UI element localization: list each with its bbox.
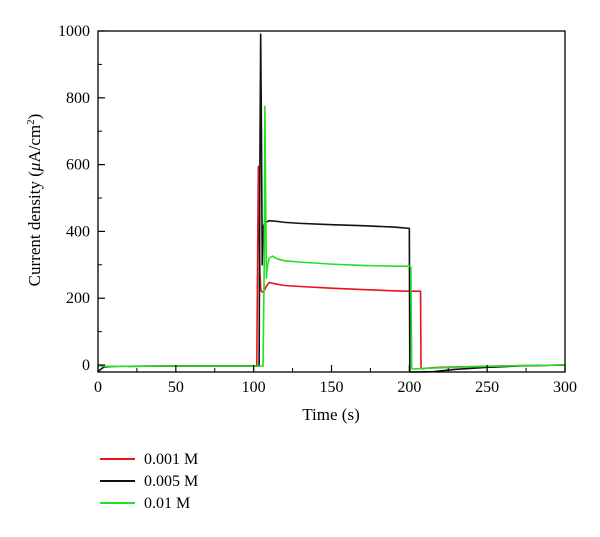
y-tick-label: 1000 — [58, 23, 90, 40]
y-tick-label: 400 — [66, 223, 90, 240]
legend-item-001m: 0.01 M — [100, 495, 190, 512]
series-line-0 — [97, 165, 566, 370]
x-axis-title: Time (s) — [302, 405, 359, 424]
y-axis-ticks: 0 200 400 600 800 1000 — [58, 23, 105, 374]
plot-lines — [97, 33, 566, 373]
legend-label-0001m: 0.001 M — [144, 451, 198, 468]
y-axis-title: Current density (μA/cm2) — [25, 114, 44, 287]
x-tick-label: 200 — [397, 379, 421, 396]
legend-item-0005m: 0.005 M — [100, 473, 198, 490]
legend-item-0001m: 0.001 M — [100, 451, 198, 468]
series-line-2 — [97, 105, 566, 370]
legend: 0.001 M 0.005 M 0.01 M — [100, 451, 198, 512]
legend-label-001m: 0.01 M — [144, 495, 190, 512]
series-line-1 — [97, 33, 566, 373]
x-tick-label: 250 — [475, 379, 499, 396]
legend-label-0005m: 0.005 M — [144, 473, 198, 490]
x-tick-label: 0 — [94, 379, 102, 396]
y-tick-label: 0 — [82, 357, 90, 374]
x-tick-label: 300 — [553, 379, 577, 396]
x-tick-label: 100 — [242, 379, 266, 396]
y-tick-label: 600 — [66, 157, 90, 174]
x-tick-label: 50 — [168, 379, 184, 396]
x-tick-label: 150 — [320, 379, 344, 396]
plot-frame — [97, 30, 566, 373]
y-tick-label: 200 — [66, 290, 90, 307]
x-axis-ticks: 0 50 100 150 200 250 300 — [94, 365, 577, 396]
y-tick-label: 800 — [66, 90, 90, 107]
